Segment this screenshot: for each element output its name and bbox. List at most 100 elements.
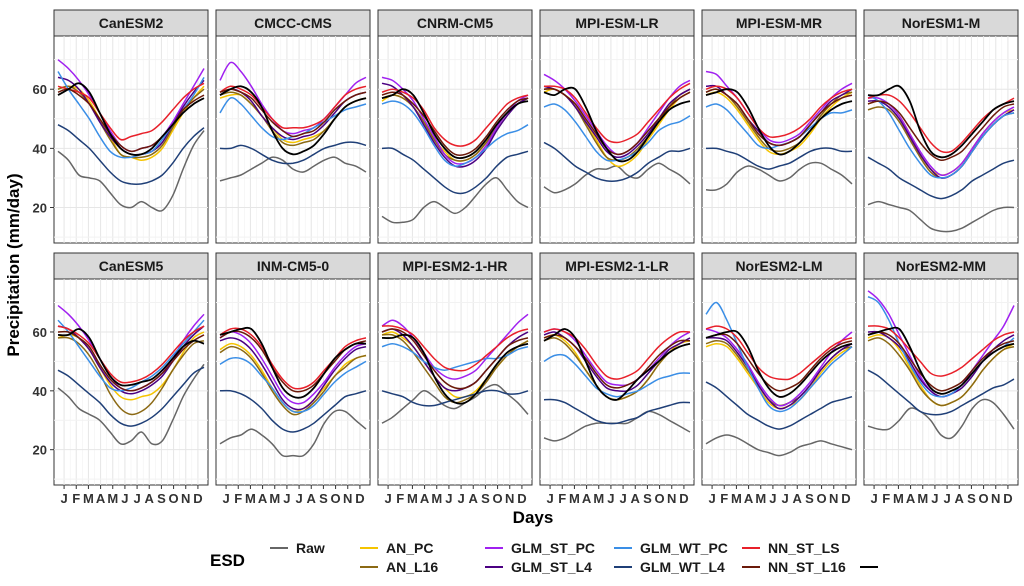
facet-panel: NorESM1-M [863,9,1019,244]
series-line-black [543,86,691,163]
series-line-glm-wt-l4 [219,389,367,433]
facet-title: NorESM2-LM [735,258,822,274]
series-line-black [219,326,367,399]
x-tick-label: N [829,491,838,506]
series-line-glm-st-l4 [705,336,853,410]
gridlines [540,36,694,243]
facet-panel: MPI-ESM2-1-HRJ F M A M J J A S O N D [377,252,533,506]
series-line-nn-st-l16 [867,100,1015,162]
series-line-glm-wt-l4 [705,147,853,170]
x-tick-label: M [731,491,742,506]
legend-label: NN_ST_L16 [768,559,846,575]
x-tick-label: J [619,491,626,506]
facet-title: MPI-ESM-LR [575,15,658,31]
facet-strip [377,252,533,280]
x-tick-label: J [781,491,788,506]
legend-item: GLM_ST_L4 [485,559,592,575]
x-tick-label: A [420,491,430,506]
series-line-black [57,82,205,156]
series-line-glm-wt-pc [219,357,367,414]
x-tick-label: S [481,491,490,506]
legend-item: NN_ST_L16 [742,559,846,575]
series-line-black [543,328,691,401]
x-tick-label: M [245,491,256,506]
x-tick-label: A [744,491,754,506]
facet-title: INM-CM5-0 [257,258,330,274]
facet-title: MPI-ESM2-1-HR [402,258,507,274]
x-tick-label: O [979,491,989,506]
series-line-nn-st-l16 [381,91,529,156]
x-tick-label: M [107,491,118,506]
series-line-black [381,333,529,405]
x-tick-label: A [906,491,916,506]
x-tick-label: S [805,491,814,506]
series-line-glm-st-pc [381,313,529,380]
x-tick-label: S [319,491,328,506]
legend-item: GLM_ST_PC [485,540,595,556]
series-line-nn-st-ls [219,85,367,130]
facet-title: MPI-ESM2-1-LR [565,258,668,274]
series-line-nn-st-ls [543,82,691,144]
x-tick-label: M [431,491,442,506]
gridlines [378,279,532,485]
series-line-nn-st-l16 [57,88,205,153]
x-tick-label: M [569,491,580,506]
x-tick-label: N [343,491,352,506]
x-tick-label: N [505,491,514,506]
series-line-glm-wt-l4 [381,147,529,195]
x-tick-label: O [331,491,341,506]
series-line-raw [381,177,529,224]
facet-panel: MPI-ESM2-1-LRJ F M A M J J A S O N D [539,252,695,506]
x-tick-label: D [355,491,364,506]
series-line-glm-st-pc [705,328,853,407]
gridlines [216,279,370,485]
series-line-nn-st-ls [543,328,691,380]
x-tick-label: D [193,491,202,506]
x-tick-label: F [396,491,404,506]
x-tick-label: A [145,491,155,506]
facet-strip [53,252,209,280]
facet-panel: MPI-ESM-MR [701,9,857,244]
x-tick-label: S [157,491,166,506]
series-line-nn-st-l16 [705,333,853,392]
x-tick-label: F [72,491,80,506]
series-line-raw [867,398,1015,440]
legend-item: GLM_WT_PC [614,540,728,556]
series-line-glm-wt-l4 [381,389,529,407]
gridlines [702,36,856,243]
x-tick-label: A [258,491,268,506]
legend-label: GLM_WT_L4 [640,559,725,575]
x-tick-label: A [582,491,592,506]
x-tick-label: F [234,491,242,506]
x-tick-label: J [708,491,715,506]
series-line-nn-st-ls [381,325,529,372]
x-tick-label: J [133,491,140,506]
x-tick-label: J [445,491,452,506]
legend-label: GLM_WT_PC [640,540,728,556]
x-tick-label: A [631,491,641,506]
legend-item: NN_ST_LS [742,540,840,556]
x-tick-label: A [469,491,479,506]
x-tick-label: N [181,491,190,506]
legend-label: GLM_ST_L4 [511,559,592,575]
facet-panel: CNRM-CM5 [377,9,533,244]
y-tick-label: 40 [33,141,47,156]
x-tick-label: F [720,491,728,506]
facet-title: NorESM2-MM [896,258,986,274]
x-tick-label: N [991,491,1000,506]
series-line-black [867,84,1015,159]
x-tick-label: F [558,491,566,506]
facet-title: CNRM-CM5 [417,15,493,31]
gridlines [864,36,1018,243]
gridlines [378,36,532,243]
series-line-glm-wt-l4 [867,369,1015,416]
x-tick-label: F [882,491,890,506]
x-tick-label: A [955,491,965,506]
x-tick-label: M [755,491,766,506]
x-axis-label: Days [513,508,554,527]
facet-strip [215,9,371,37]
series-line-glm-wt-pc [57,319,205,392]
legend-label: AN_L16 [386,559,438,575]
